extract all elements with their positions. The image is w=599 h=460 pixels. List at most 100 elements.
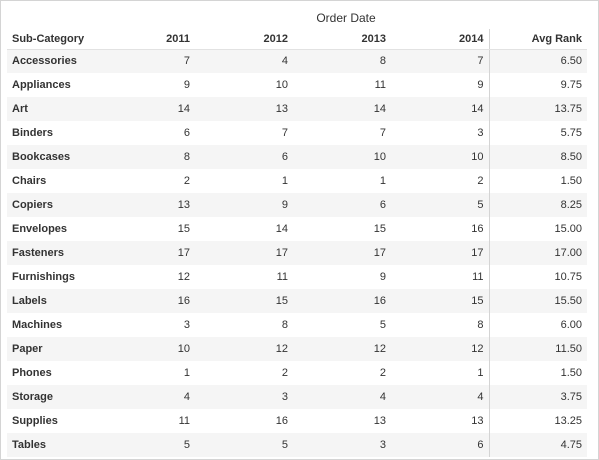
- rank-cell-2012: 17: [195, 241, 293, 265]
- rank-cell-2013: 9: [293, 265, 391, 289]
- rank-cell-2012: 14: [195, 217, 293, 241]
- subcategory-cell: Appliances: [7, 73, 97, 97]
- table-row[interactable]: Storage 4 3 4 4 3.75: [7, 385, 587, 409]
- table-row[interactable]: Appliances 9 10 11 9 9.75: [7, 73, 587, 97]
- column-header-2011[interactable]: 2011: [97, 29, 195, 50]
- avg-rank-cell: 4.75: [488, 433, 587, 457]
- rank-cell-2011: 17: [97, 241, 195, 265]
- table-row[interactable]: Supplies 11 16 13 13 13.25: [7, 409, 587, 433]
- table-row[interactable]: Paper 10 12 12 12 11.50: [7, 337, 587, 361]
- avg-rank-cell: 1.50: [488, 361, 587, 385]
- rank-cell-2014: 13: [391, 409, 489, 433]
- subcategory-cell: Accessories: [7, 49, 97, 73]
- table-row[interactable]: Art 14 13 14 14 13.75: [7, 97, 587, 121]
- table-row[interactable]: Copiers 13 9 6 5 8.25: [7, 193, 587, 217]
- subcategory-cell: Binders: [7, 121, 97, 145]
- rank-cell-2014: 4: [391, 385, 489, 409]
- avg-rank-cell: 11.50: [488, 337, 587, 361]
- rank-cell-2011: 6: [97, 121, 195, 145]
- subcategory-cell: Art: [7, 97, 97, 121]
- rank-cell-2012: 2: [195, 361, 293, 385]
- rank-cell-2012: 10: [195, 73, 293, 97]
- avg-rank-cell: 6.00: [488, 313, 587, 337]
- rank-cell-2014: 5: [391, 193, 489, 217]
- rank-cell-2011: 1: [97, 361, 195, 385]
- avg-rank-cell: 3.75: [488, 385, 587, 409]
- order-date-header: Order Date: [316, 11, 376, 25]
- avg-rank-cell: 10.75: [488, 265, 587, 289]
- rank-cell-2011: 11: [97, 409, 195, 433]
- column-header-subcategory[interactable]: Sub-Category: [7, 29, 97, 50]
- subcategory-cell: Furnishings: [7, 265, 97, 289]
- rank-cell-2012: 5: [195, 433, 293, 457]
- subcategory-cell: Phones: [7, 361, 97, 385]
- table-body: Accessories 7 4 8 7 6.50 Appliances 9 10 11 9 9.75 A…: [7, 49, 587, 457]
- avg-rank-cell: 6.50: [488, 49, 587, 73]
- column-header-avg-rank[interactable]: Avg Rank: [488, 29, 587, 50]
- rank-cell-2011: 15: [97, 217, 195, 241]
- rank-cell-2011: 7: [97, 49, 195, 73]
- subcategory-cell: Bookcases: [7, 145, 97, 169]
- rank-cell-2014: 11: [391, 265, 489, 289]
- table-row[interactable]: Binders 6 7 7 3 5.75: [7, 121, 587, 145]
- rank-cell-2012: 3: [195, 385, 293, 409]
- table-row[interactable]: Phones 1 2 2 1 1.50: [7, 361, 587, 385]
- rank-cell-2013: 5: [293, 313, 391, 337]
- rank-cell-2014: 8: [391, 313, 489, 337]
- rank-cell-2014: 1: [391, 361, 489, 385]
- rank-cell-2013: 4: [293, 385, 391, 409]
- table-row[interactable]: Furnishings 12 11 9 11 10.75: [7, 265, 587, 289]
- rank-cell-2012: 12: [195, 337, 293, 361]
- rank-cell-2011: 10: [97, 337, 195, 361]
- rank-cell-2013: 2: [293, 361, 391, 385]
- table-row[interactable]: Envelopes 15 14 15 16 15.00: [7, 217, 587, 241]
- table-row[interactable]: Chairs 2 1 1 2 1.50: [7, 169, 587, 193]
- rank-cell-2013: 10: [293, 145, 391, 169]
- rank-cell-2011: 2: [97, 169, 195, 193]
- rank-cell-2013: 15: [293, 217, 391, 241]
- avg-rank-cell: 5.75: [488, 121, 587, 145]
- rank-cell-2014: 7: [391, 49, 489, 73]
- rank-cell-2011: 4: [97, 385, 195, 409]
- subcategory-cell: Machines: [7, 313, 97, 337]
- subcategory-cell: Fasteners: [7, 241, 97, 265]
- rank-cell-2013: 6: [293, 193, 391, 217]
- rank-cell-2014: 15: [391, 289, 489, 313]
- table-row[interactable]: Fasteners 17 17 17 17 17.00: [7, 241, 587, 265]
- rank-cell-2014: 9: [391, 73, 489, 97]
- rank-cell-2011: 3: [97, 313, 195, 337]
- column-header-2012[interactable]: 2012: [195, 29, 293, 50]
- rank-cell-2014: 10: [391, 145, 489, 169]
- rank-cell-2012: 6: [195, 145, 293, 169]
- rank-cell-2011: 13: [97, 193, 195, 217]
- rank-cell-2013: 1: [293, 169, 391, 193]
- rank-cell-2011: 8: [97, 145, 195, 169]
- rank-cell-2011: 9: [97, 73, 195, 97]
- table-row[interactable]: Labels 16 15 16 15 15.50: [7, 289, 587, 313]
- rank-cell-2013: 3: [293, 433, 391, 457]
- rank-cell-2014: 16: [391, 217, 489, 241]
- avg-rank-cell: 8.25: [488, 193, 587, 217]
- rank-cell-2013: 11: [293, 73, 391, 97]
- subcategory-cell: Copiers: [7, 193, 97, 217]
- rank-cell-2011: 5: [97, 433, 195, 457]
- rank-cell-2014: 2: [391, 169, 489, 193]
- table-row[interactable]: Machines 3 8 5 8 6.00: [7, 313, 587, 337]
- column-header-2013[interactable]: 2013: [293, 29, 391, 50]
- rank-cell-2013: 17: [293, 241, 391, 265]
- rank-cell-2012: 11: [195, 265, 293, 289]
- column-header-2014[interactable]: 2014: [391, 29, 489, 50]
- rank-cell-2013: 16: [293, 289, 391, 313]
- rank-cell-2012: 7: [195, 121, 293, 145]
- avg-rank-cell: 8.50: [488, 145, 587, 169]
- avg-rank-cell: 17.00: [488, 241, 587, 265]
- rank-cell-2012: 15: [195, 289, 293, 313]
- table-row[interactable]: Accessories 7 4 8 7 6.50: [7, 49, 587, 73]
- rank-cell-2012: 9: [195, 193, 293, 217]
- rank-cell-2011: 12: [97, 265, 195, 289]
- table-row[interactable]: Tables 5 5 3 6 4.75: [7, 433, 587, 457]
- rank-cell-2012: 1: [195, 169, 293, 193]
- rank-cell-2014: 17: [391, 241, 489, 265]
- rank-cell-2013: 8: [293, 49, 391, 73]
- table-row[interactable]: Bookcases 8 6 10 10 8.50: [7, 145, 587, 169]
